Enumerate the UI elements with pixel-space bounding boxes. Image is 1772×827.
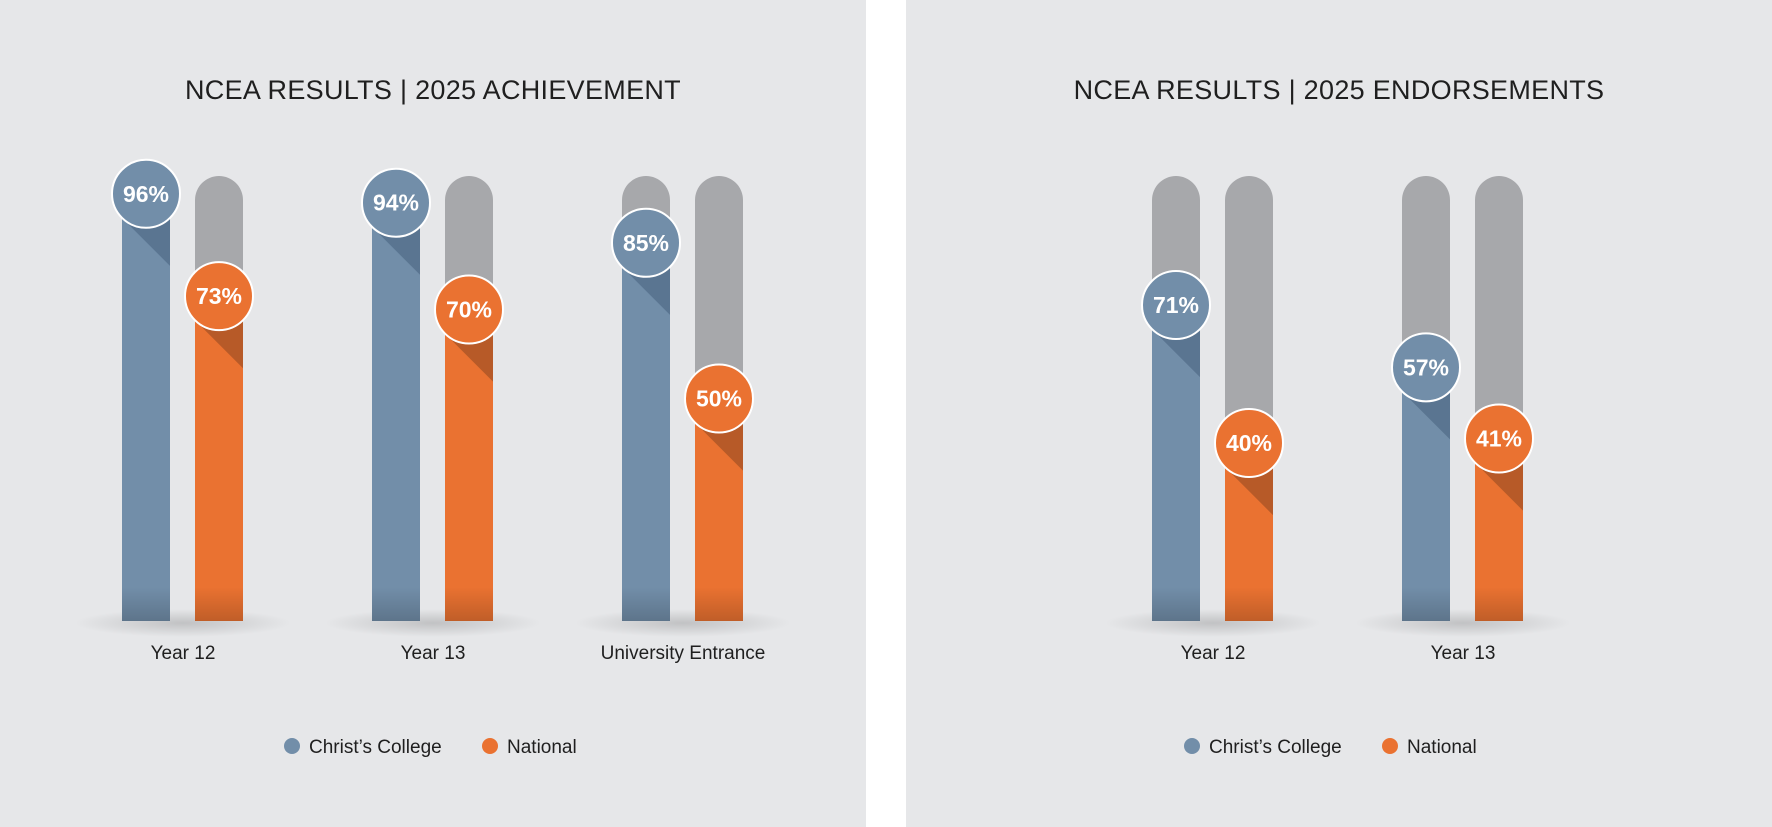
data-label: 41%: [1476, 426, 1522, 452]
data-label: 94%: [373, 190, 419, 216]
base-shadow: [1105, 609, 1321, 637]
value-bubble-circle: [1464, 403, 1534, 474]
national-bar: [445, 176, 493, 621]
bar-base-shade: [695, 587, 743, 621]
value-bubble-circle: [1141, 270, 1211, 341]
endorsements-chart-panel: NCEA RESULTS | 2025 ENDORSEMENTS Year 12 Y…: [906, 0, 1772, 827]
legend-swatch: [482, 738, 498, 754]
bar-base-shade: [195, 587, 243, 621]
category-label: Year 13: [401, 643, 466, 664]
data-label: 85%: [623, 230, 669, 256]
value-bubble-circle: [684, 363, 754, 434]
christs-college-value-bubble: 57%: [1391, 332, 1461, 403]
legend-label: National: [507, 737, 577, 758]
category-label: University Entrance: [601, 643, 766, 664]
base-shadow: [575, 609, 791, 637]
data-label: 57%: [1403, 354, 1449, 380]
chart-title: NCEA RESULTS | 2025 ACHIEVEMENT: [185, 75, 681, 105]
christs-college-value-bubble: 94%: [361, 167, 431, 238]
legend-label: Christ’s College: [309, 737, 442, 758]
christs-college-value-bubble: 96%: [111, 158, 181, 229]
national-value-bubble: 40%: [1214, 408, 1284, 478]
bar-fill: [122, 193, 170, 622]
chart-title: NCEA RESULTS | 2025 ENDORSEMENTS: [1074, 75, 1605, 105]
bar-base-shade: [372, 587, 420, 621]
category-label: Year 12: [1181, 643, 1246, 664]
national-bar: [1475, 176, 1523, 621]
bar-base-shade: [1152, 587, 1200, 621]
category-label: Year 13: [1431, 643, 1496, 664]
bar-base-shade: [445, 587, 493, 621]
bar-base-shade: [622, 587, 670, 621]
bar-base-shade: [1402, 587, 1450, 621]
legend-swatch: [1382, 738, 1398, 754]
legend-item: Christ’s College: [284, 737, 442, 758]
category-group: Year 13: [325, 176, 541, 664]
national-bar: [195, 176, 243, 621]
data-label: 71%: [1153, 292, 1199, 318]
data-label: 96%: [123, 181, 169, 207]
legend: Christ’s College National: [1184, 737, 1477, 758]
bar-base-shade: [1225, 587, 1273, 621]
national-value-bubble: 41%: [1464, 403, 1534, 474]
bar-base-shade: [1475, 587, 1523, 621]
christs-college-value-bubble: 71%: [1141, 270, 1211, 341]
bar-fill: [372, 202, 420, 621]
legend-label: National: [1407, 737, 1477, 758]
legend-swatch: [1184, 738, 1200, 754]
legend-item: Christ’s College: [1184, 737, 1342, 758]
category-label: Year 12: [151, 643, 216, 664]
christs-college-value-bubble: 85%: [611, 207, 681, 278]
value-bubble-circle: [1214, 408, 1284, 478]
data-label: 73%: [196, 283, 242, 309]
national-bar: [1225, 176, 1273, 621]
national-value-bubble: 50%: [684, 363, 754, 434]
endorsements-chart: NCEA RESULTS | 2025 ENDORSEMENTS Year 12 Y…: [1074, 75, 1605, 758]
national-value-bubble: 73%: [184, 261, 254, 332]
base-shadow: [1355, 609, 1571, 637]
value-bubble-circle: [611, 207, 681, 278]
data-label: 70%: [446, 297, 492, 323]
value-bubble-circle: [434, 274, 504, 345]
legend-swatch: [284, 738, 300, 754]
category-group: Year 12: [75, 176, 291, 664]
value-bubble-circle: [184, 261, 254, 332]
achievement-chart: NCEA RESULTS | 2025 ACHIEVEMENT Year 12 Ye…: [75, 75, 791, 758]
data-label: 50%: [696, 386, 742, 412]
base-shadow: [75, 609, 291, 637]
national-value-bubble: 70%: [434, 274, 504, 345]
value-bubble-circle: [1391, 332, 1461, 403]
legend-item: National: [1382, 737, 1477, 758]
achievement-chart-panel: NCEA RESULTS | 2025 ACHIEVEMENT Year 12 Ye…: [0, 0, 866, 827]
legend-label: Christ’s College: [1209, 737, 1342, 758]
bar-base-shade: [122, 587, 170, 621]
data-label: 40%: [1226, 430, 1272, 456]
value-bubble-circle: [111, 158, 181, 229]
legend-item: National: [482, 737, 577, 758]
base-shadow: [325, 609, 541, 637]
legend: Christ’s College National: [284, 737, 577, 758]
value-bubble-circle: [361, 167, 431, 238]
